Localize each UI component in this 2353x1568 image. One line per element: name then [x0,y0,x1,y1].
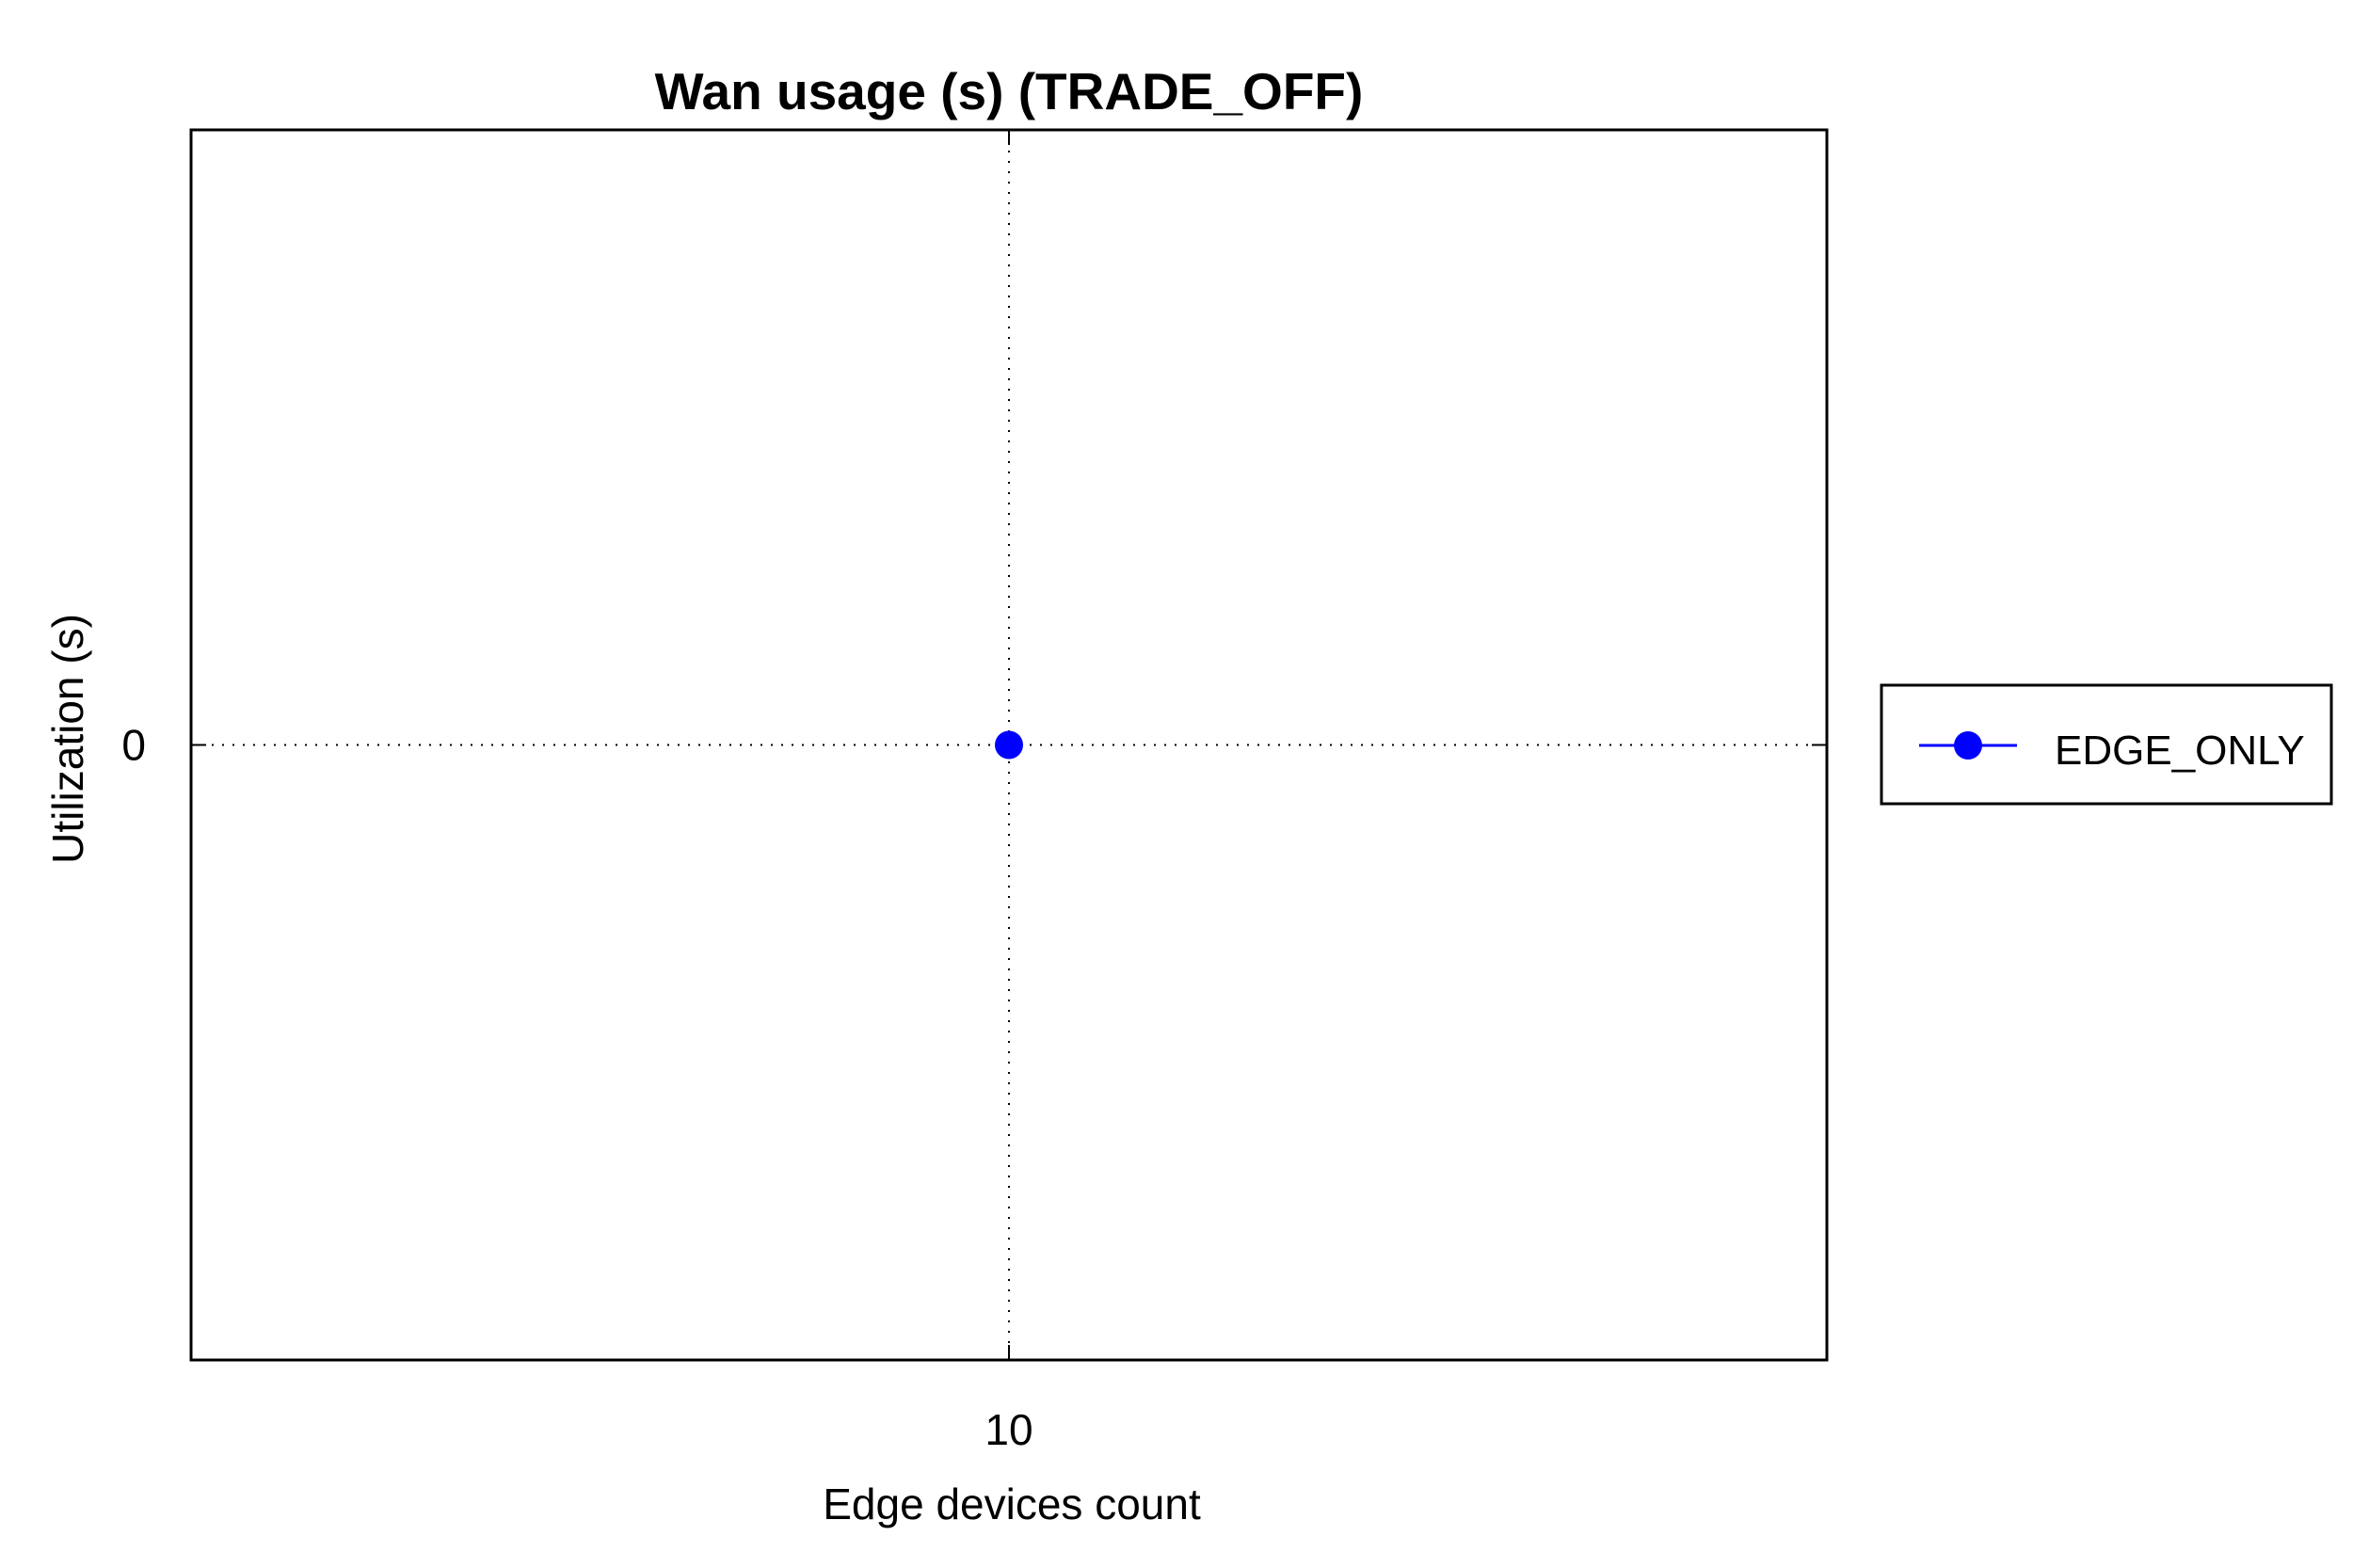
y-axis-label: Utilization (s) [43,614,92,864]
chart-title: Wan usage (s) (TRADE_OFF) [655,62,1364,120]
legend-entry-edge-only: EDGE_ONLY [2055,728,2305,774]
x-tick-label: 10 [984,1405,1032,1454]
x-axis-label: Edge devices count [823,1480,1201,1528]
y-tick-label: 0 [121,721,146,770]
data-point-edge-only [995,730,1023,760]
legend[interactable]: EDGE_ONLY [1880,683,2333,806]
axis-ticks: 10 0 [121,130,1827,1454]
series-layer [995,730,1023,760]
legend-marker-edge-only [1954,731,1982,760]
